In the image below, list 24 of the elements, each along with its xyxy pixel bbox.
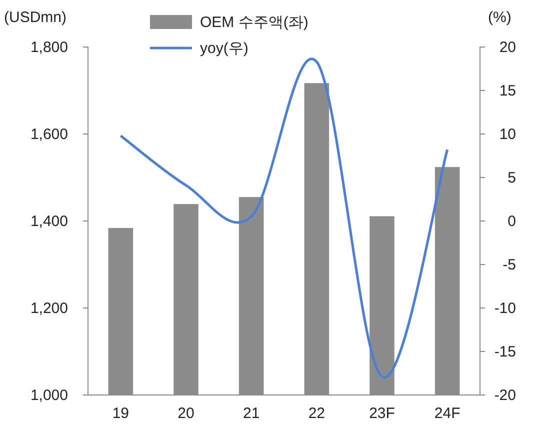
x-tick-label: 24F bbox=[434, 405, 460, 422]
legend-label: OEM 수주액(좌) bbox=[200, 14, 308, 31]
y2-tick-label: -5 bbox=[502, 256, 516, 274]
y-tick-label: 1,000 bbox=[30, 387, 68, 404]
y-tick-label: 1,600 bbox=[30, 126, 68, 143]
x-tick-label: 21 bbox=[242, 405, 260, 422]
x-tick-label: 19 bbox=[112, 405, 130, 422]
y2-axis-title: (%) bbox=[488, 9, 512, 26]
x-tick-label: 22 bbox=[308, 405, 326, 422]
y-tick-label: 1,800 bbox=[30, 39, 68, 56]
y-tick-label: 1,200 bbox=[30, 300, 68, 317]
x-tick-label: 23F bbox=[369, 405, 395, 422]
y2-tick-label: 5 bbox=[508, 170, 516, 186]
y2-tick-label: 15 bbox=[499, 82, 516, 100]
y2-tick-label: 0 bbox=[508, 213, 516, 230]
x-tick-label: 20 bbox=[178, 405, 194, 422]
legend-label: yoy(우) bbox=[200, 40, 248, 57]
y-tick-label: 1,400 bbox=[30, 213, 68, 230]
y2-tick-label: 10 bbox=[499, 126, 516, 143]
y2-tick-label: -15 bbox=[494, 344, 516, 360]
y-axis-title: (USDmn) bbox=[4, 9, 66, 26]
y2-tick-label: 20 bbox=[499, 39, 516, 56]
y2-tick-label: -20 bbox=[494, 387, 516, 404]
y2-tick-label: -10 bbox=[494, 300, 516, 317]
